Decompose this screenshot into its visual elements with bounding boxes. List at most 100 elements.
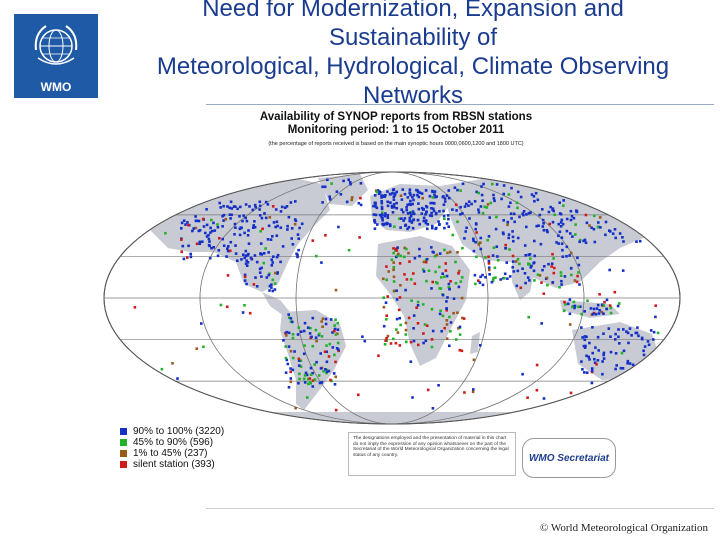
station-marker [259, 252, 262, 255]
station-marker [378, 190, 381, 193]
station-marker [261, 227, 264, 231]
station-marker [533, 199, 536, 203]
station-marker [541, 268, 544, 272]
station-marker [598, 216, 602, 219]
station-marker [594, 312, 598, 316]
station-marker [599, 226, 602, 229]
station-marker [511, 254, 515, 258]
station-marker [637, 334, 640, 338]
station-marker [464, 230, 467, 233]
station-marker [328, 195, 331, 198]
station-marker [378, 213, 382, 217]
station-marker [580, 360, 583, 363]
station-marker [380, 205, 384, 209]
station-marker [291, 356, 295, 360]
station-marker [291, 333, 295, 336]
station-marker [621, 236, 624, 239]
station-marker [334, 318, 337, 321]
title-line-4: Networks [362, 82, 464, 106]
station-marker [381, 213, 384, 216]
station-marker [253, 220, 256, 223]
station-marker [546, 230, 549, 234]
station-marker [239, 205, 242, 209]
station-marker [401, 210, 405, 214]
legend-label: 90% to 100% (3220) [133, 426, 225, 437]
meridian-line [199, 172, 585, 424]
station-marker [431, 280, 434, 284]
station-marker [243, 273, 247, 277]
station-marker [568, 323, 572, 326]
station-marker [595, 363, 598, 366]
station-marker [383, 195, 386, 198]
station-marker [416, 304, 420, 307]
station-marker [433, 202, 436, 205]
station-marker [398, 217, 401, 220]
station-marker [284, 345, 287, 348]
legend-label: silent station (393) [133, 459, 215, 470]
station-marker [372, 204, 375, 208]
station-marker [472, 239, 475, 243]
station-marker [297, 357, 301, 361]
station-marker [392, 289, 396, 293]
station-marker [412, 272, 415, 275]
station-marker [463, 237, 466, 240]
station-marker [597, 349, 600, 352]
station-marker [388, 223, 392, 226]
station-marker [638, 239, 642, 243]
station-marker [631, 363, 635, 367]
station-marker [443, 275, 446, 278]
station-marker [559, 221, 563, 224]
station-marker [333, 353, 336, 357]
station-marker [409, 340, 413, 344]
station-marker [180, 221, 184, 225]
station-marker [334, 360, 337, 364]
station-marker [291, 368, 295, 372]
station-marker [315, 360, 318, 364]
station-marker [547, 262, 550, 266]
station-marker [516, 190, 520, 194]
station-marker [442, 195, 445, 198]
station-marker [219, 206, 222, 209]
station-marker [422, 270, 426, 273]
station-marker [609, 306, 613, 310]
station-marker [550, 262, 554, 265]
station-marker [503, 272, 507, 276]
station-marker [373, 218, 376, 222]
station-marker [499, 278, 502, 281]
station-marker [622, 240, 625, 243]
meridian-line [104, 172, 680, 424]
station-marker [467, 200, 471, 203]
station-marker [377, 192, 381, 195]
station-marker [286, 362, 290, 366]
station-marker [502, 219, 505, 222]
land-indonesia [560, 300, 620, 318]
station-marker [239, 226, 243, 229]
station-marker [618, 232, 622, 235]
legend-label: 1% to 45% (237) [133, 448, 208, 459]
station-marker [180, 250, 183, 254]
station-marker [188, 223, 191, 227]
station-marker [308, 332, 312, 335]
station-markers [133, 178, 660, 412]
station-marker [202, 225, 206, 228]
station-marker [399, 284, 402, 287]
station-marker [197, 219, 201, 223]
station-marker [244, 249, 248, 253]
station-marker [588, 224, 591, 227]
station-marker [404, 321, 408, 325]
station-marker [267, 251, 270, 254]
station-marker [397, 308, 401, 312]
station-marker [218, 201, 221, 205]
station-marker [324, 322, 328, 326]
station-marker [473, 200, 477, 203]
station-marker [325, 370, 329, 373]
station-marker [416, 193, 419, 197]
station-marker [411, 196, 414, 199]
station-marker [229, 240, 233, 244]
station-marker [479, 236, 483, 240]
station-marker [398, 316, 402, 320]
station-marker [289, 380, 293, 384]
station-marker [493, 266, 497, 270]
station-marker [218, 237, 221, 240]
station-marker [510, 217, 513, 220]
